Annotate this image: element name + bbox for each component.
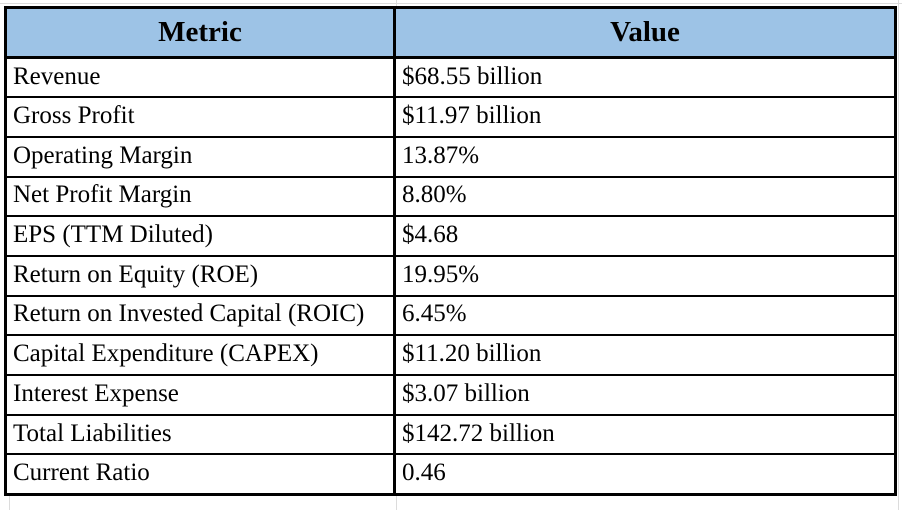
table-row: Gross Profit $11.97 billion: [4, 96, 897, 138]
value-cell: 0.46: [393, 453, 897, 496]
value-cell: 6.45%: [393, 294, 897, 337]
table-row: Return on Invested Capital (ROIC) 6.45%: [4, 294, 897, 337]
value-cell: $11.97 billion: [393, 96, 897, 138]
value-cell: $11.20 billion: [393, 334, 897, 376]
table-row: EPS (TTM Diluted) $4.68: [4, 215, 897, 257]
value-cell: $142.72 billion: [393, 413, 897, 456]
value-cell: $3.07 billion: [393, 374, 897, 416]
table-row: Net Profit Margin 8.80%: [4, 175, 897, 218]
metric-cell: Operating Margin: [4, 135, 396, 178]
table-row: Return on Equity (ROE) 19.95%: [4, 254, 897, 297]
table-row: Current Ratio 0.46: [4, 453, 897, 496]
metric-cell: Interest Expense: [4, 374, 396, 416]
table-row: Interest Expense $3.07 billion: [4, 374, 897, 416]
table-row: Total Liabilities $142.72 billion: [4, 413, 897, 456]
gridline-vertical-right: [898, 0, 899, 510]
metric-cell: Gross Profit: [4, 96, 396, 138]
metric-cell: Revenue: [4, 56, 396, 99]
metric-cell: Total Liabilities: [4, 413, 396, 456]
metric-cell: Net Profit Margin: [4, 175, 396, 218]
value-cell: $4.68: [393, 215, 897, 257]
value-cell: 13.87%: [393, 135, 897, 178]
column-header-metric: Metric: [4, 6, 396, 59]
metric-cell: EPS (TTM Diluted): [4, 215, 396, 257]
table-row: Operating Margin 13.87%: [4, 135, 897, 178]
table-body: Revenue $68.55 billion Gross Profit $11.…: [4, 56, 897, 496]
metric-cell: Return on Equity (ROE): [4, 254, 396, 297]
table-row: Capital Expenditure (CAPEX) $11.20 billi…: [4, 334, 897, 376]
header-row: Metric Value: [4, 6, 897, 59]
metric-cell: Capital Expenditure (CAPEX): [4, 334, 396, 376]
value-cell: $68.55 billion: [393, 56, 897, 99]
column-header-value: Value: [393, 6, 897, 59]
metric-cell: Current Ratio: [4, 453, 396, 496]
value-cell: 8.80%: [393, 175, 897, 218]
value-cell: 19.95%: [393, 254, 897, 297]
financial-metrics-table: Metric Value Revenue $68.55 billion Gros…: [4, 6, 897, 496]
metric-cell: Return on Invested Capital (ROIC): [4, 294, 396, 337]
gridline-vertical-left: [9, 490, 10, 510]
table-row: Revenue $68.55 billion: [4, 56, 897, 99]
gridline-horizontal-top: [0, 3, 902, 4]
